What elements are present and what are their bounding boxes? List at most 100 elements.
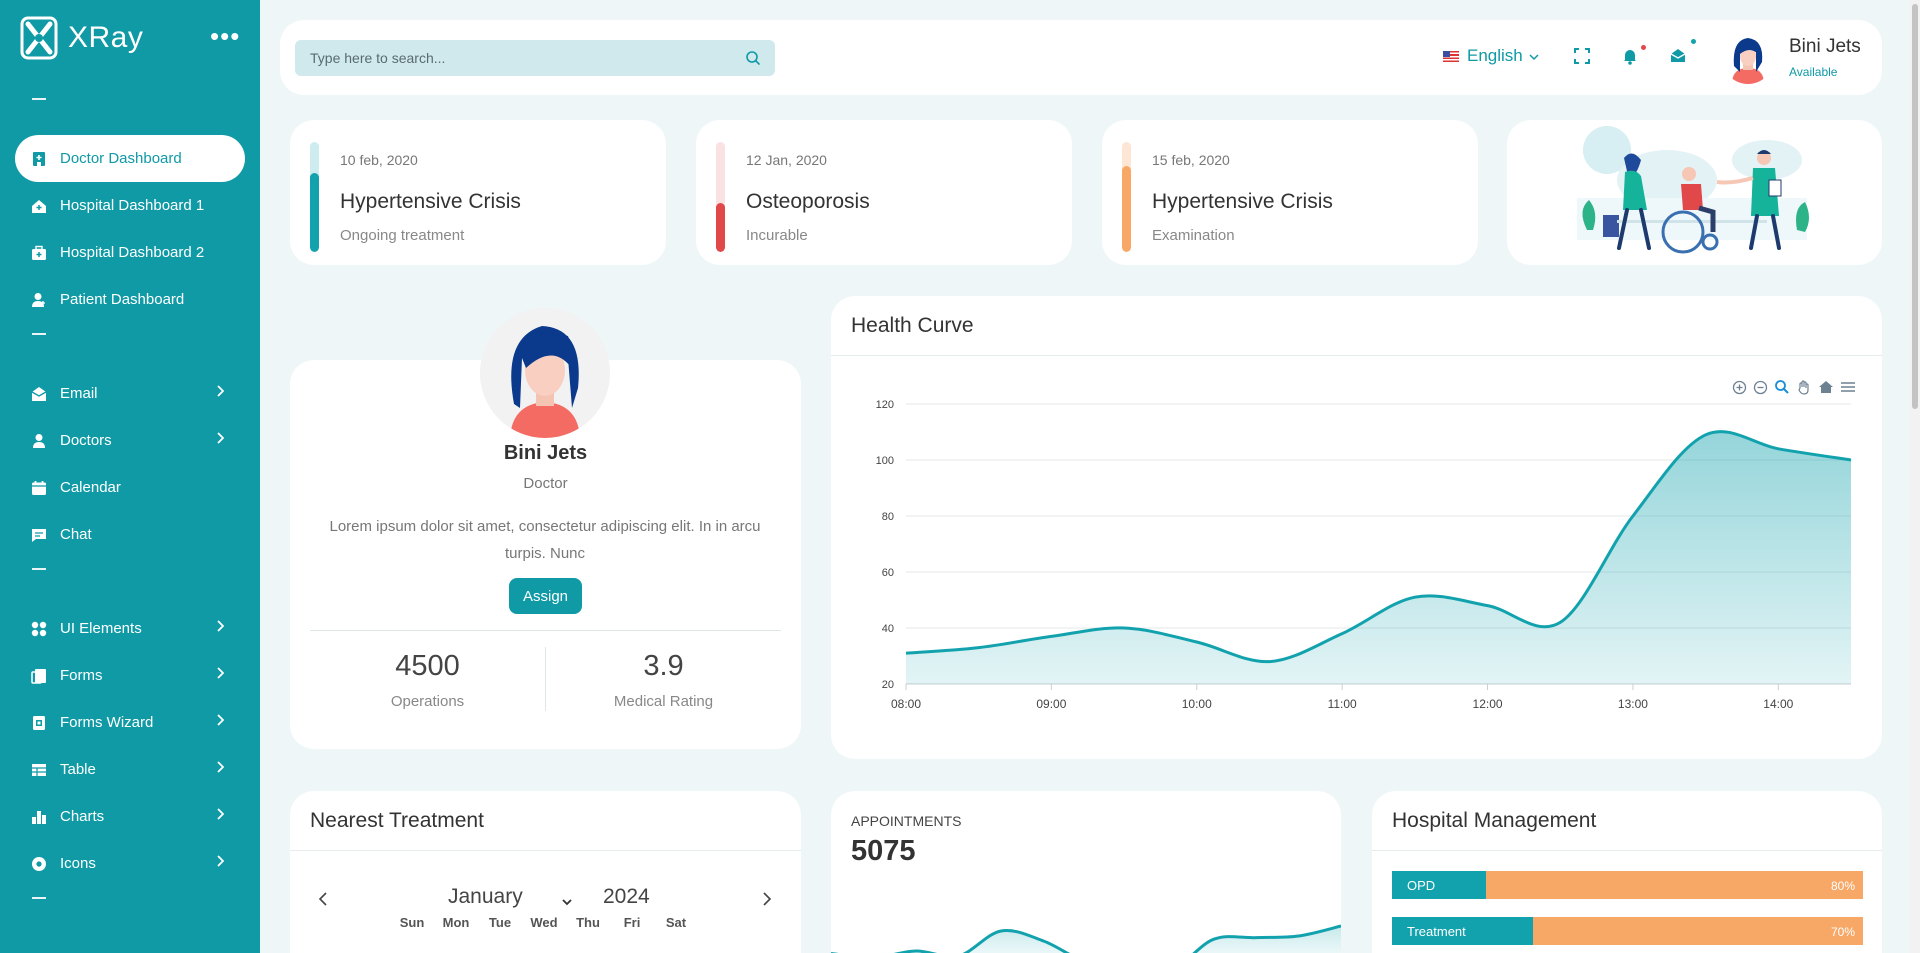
health-curve-card: Health Curve 20 40 60 80 100 120 08:00 09:00 10:… <box>831 296 1882 759</box>
next-month-icon[interactable] <box>762 891 772 912</box>
wizard-icon <box>30 714 48 732</box>
search-input[interactable] <box>295 40 715 76</box>
year-field[interactable]: 2024 <box>603 885 650 908</box>
bell-icon[interactable] <box>1621 47 1639 70</box>
page-scrollbar[interactable] <box>1910 0 1920 953</box>
user-icon <box>30 432 48 450</box>
calendar-header: January 2024 <box>310 883 780 913</box>
reset-home-icon[interactable] <box>1818 379 1834 400</box>
sidebar-item-table[interactable]: Table <box>0 746 260 793</box>
sidebar-item-label: Charts <box>60 808 105 825</box>
treatment-status: Ongoing treatment <box>340 227 465 244</box>
treatment-card[interactable]: 15 feb, 2020 Hypertensive Crisis Examinati… <box>1102 120 1478 265</box>
sidebar-item-hospital-dashboard-1[interactable]: Hospital Dashboard 1 <box>0 182 260 229</box>
x-tick-label: 13:00 <box>1618 697 1648 711</box>
profile-name: Bini Jets <box>503 442 588 464</box>
card-title: Hospital Management <box>1392 809 1597 832</box>
sidebar-item-label: Chat <box>60 526 92 543</box>
sidebar-item-label: Hospital Dashboard 2 <box>60 244 205 261</box>
chat-icon <box>30 526 48 544</box>
health-series-line <box>905 430 1852 664</box>
search-icon[interactable] <box>745 50 761 71</box>
sidebar-item-doctors[interactable]: Doctors <box>0 417 260 464</box>
sidebar-item-label: Email <box>60 385 98 402</box>
sidebar-item-patient-dashboard[interactable]: Patient Dashboard <box>0 276 260 323</box>
profile-avatar <box>480 308 610 438</box>
selection-zoom-icon[interactable] <box>1774 379 1790 400</box>
appointments-label: APPOINTMENTS <box>851 813 962 829</box>
treatment-date: 15 feb, 2020 <box>1152 152 1230 168</box>
prev-month-icon[interactable] <box>318 891 328 912</box>
treatment-card[interactable]: 12 Jan, 2020 Osteoporosis Incurable <box>696 120 1072 265</box>
sidebar-item-label: Doctor Dashboard <box>60 150 182 167</box>
progress-label: OPD <box>1407 878 1436 893</box>
month-select[interactable]: January <box>448 885 523 908</box>
assign-button[interactable]: Assign <box>509 578 582 614</box>
brand[interactable]: XRay <box>20 14 143 62</box>
card-title: Health Curve <box>851 314 974 337</box>
treatment-progress-bar <box>716 142 725 252</box>
x-tick-label: 09:00 <box>1036 697 1066 711</box>
pan-icon[interactable] <box>1796 379 1812 400</box>
sidebar-item-email[interactable]: Email <box>0 370 260 417</box>
month-dropdown-icon[interactable] <box>562 893 572 911</box>
chevron-right-icon <box>216 854 225 871</box>
treatment-title: Osteoporosis <box>746 190 870 213</box>
stat-value: 4500 <box>395 650 460 682</box>
more-dots-icon[interactable]: ••• <box>210 21 241 51</box>
sidebar-item-label: UI Elements <box>60 620 142 637</box>
sidebar-item-chat[interactable]: Chat <box>0 511 260 558</box>
treatment-date: 12 Jan, 2020 <box>746 152 827 168</box>
y-tick-label: 120 <box>876 399 894 411</box>
weekday-label: Mon <box>442 915 470 930</box>
nav-divider <box>0 88 260 135</box>
sidebar-item-forms[interactable]: Forms <box>0 652 260 699</box>
user-name: Bini Jets <box>1789 36 1861 57</box>
treatment-card[interactable]: 10 feb, 2020 Hypertensive Crisis Ongoing t… <box>290 120 666 265</box>
health-area-fill <box>906 431 1851 684</box>
treatment-progress-fill <box>1122 166 1131 252</box>
sidebar-item-ui-elements[interactable]: UI Elements <box>0 605 260 652</box>
y-tick-label: 80 <box>882 511 894 523</box>
sidebar-item-calendar[interactable]: Calendar <box>0 464 260 511</box>
fullscreen-icon[interactable] <box>1573 47 1591 70</box>
zoom-in-icon[interactable] <box>1732 380 1747 400</box>
chart-menu-icon[interactable] <box>1840 379 1856 400</box>
profile-role: Doctor <box>523 475 568 492</box>
weekday-label: Thu <box>576 915 600 930</box>
x-tick-label: 10:00 <box>1182 697 1212 711</box>
sidebar: XRay ••• Doctor Dashboard Hospital Dashbo… <box>0 0 260 953</box>
progress-percent: 70% <box>1830 925 1855 939</box>
weekday-row: Sun Mon Tue Wed Thu Fri Sat <box>390 915 698 930</box>
sidebar-item-charts[interactable]: Charts <box>0 793 260 840</box>
chevron-right-icon <box>216 384 225 401</box>
user-avatar[interactable] <box>1722 32 1774 84</box>
y-tick-label: 100 <box>876 455 894 467</box>
appointments-value: 5075 <box>851 835 916 867</box>
hospital-management-card: Hospital Management OPD 80% Treatment 70% <box>1372 791 1882 953</box>
mail-icon[interactable] <box>1669 47 1687 70</box>
profile-card: Bini Jets Doctor Lorem ipsum dolor sit a… <box>290 308 801 749</box>
zoom-out-icon[interactable] <box>1753 380 1768 400</box>
home-icon <box>30 197 48 215</box>
sidebar-item-hospital-dashboard-2[interactable]: Hospital Dashboard 2 <box>0 229 260 276</box>
nearest-treatment-card: Nearest Treatment January 2024 Sun Mon Tue… <box>290 791 801 953</box>
appointments-area <box>900 926 1341 953</box>
treatment-title: Hypertensive Crisis <box>1152 190 1333 213</box>
stat-value: 3.9 <box>643 650 684 682</box>
x-tick-label: 08:00 <box>891 697 921 711</box>
sidebar-item-forms-wizard[interactable]: Forms Wizard <box>0 699 260 746</box>
brand-name: XRay <box>68 21 144 54</box>
stat-label: Medical Rating <box>613 693 714 710</box>
y-tick-label: 20 <box>882 679 894 691</box>
sidebar-item-icons[interactable]: Icons <box>0 840 260 887</box>
progress-segment <box>1392 871 1487 899</box>
sidebar-item-label: Table <box>60 761 96 778</box>
sidebar-item-label: Forms <box>60 667 103 684</box>
sidebar-item-doctor-dashboard[interactable]: Doctor Dashboard <box>15 135 245 182</box>
language-selector[interactable]: English <box>1443 46 1539 66</box>
scrollbar-thumb[interactable] <box>1912 4 1918 409</box>
patient-icon <box>30 291 48 309</box>
nav-divider <box>0 887 260 934</box>
charts-icon <box>30 808 48 826</box>
